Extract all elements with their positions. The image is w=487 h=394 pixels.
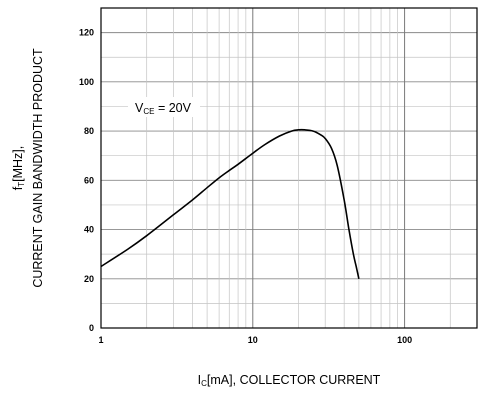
annotation-rest: = 20V bbox=[154, 101, 191, 115]
x-tick-label: 1 bbox=[98, 335, 103, 345]
y-axis-title-sub: T bbox=[17, 182, 26, 187]
tick-labels: 1 10 100 0 20 40 60 80 100 120 bbox=[79, 28, 412, 345]
x-tick-label: 10 bbox=[248, 335, 258, 345]
series-line bbox=[100, 128, 360, 279]
y-tick-label: 0 bbox=[89, 323, 94, 333]
x-axis-title-main: I bbox=[198, 373, 201, 387]
grid bbox=[101, 8, 477, 328]
vce-annotation: VCE = 20V bbox=[128, 97, 200, 117]
y-axis-title-rest: [MHz], bbox=[11, 146, 25, 182]
x-axis-title-sub: C bbox=[201, 379, 207, 388]
y-axis-title-line1: fT[MHz], bbox=[11, 146, 26, 190]
y-axis-title: fT[MHz], CURRENT GAIN BANDWIDTH PRODUCT bbox=[11, 48, 45, 288]
annotation-sub: CE bbox=[143, 107, 154, 116]
y-tick-label: 20 bbox=[84, 274, 94, 284]
x-tick-label: 100 bbox=[397, 335, 412, 345]
x-axis-title: IC[mA], COLLECTOR CURRENT bbox=[198, 373, 381, 388]
y-tick-label: 100 bbox=[79, 77, 94, 87]
y-axis-title-line2: CURRENT GAIN BANDWIDTH PRODUCT bbox=[31, 48, 45, 288]
x-axis-title-rest: [mA], COLLECTOR CURRENT bbox=[207, 373, 381, 387]
y-tick-label: 60 bbox=[84, 175, 94, 185]
plot-frame bbox=[100, 7, 478, 329]
y-tick-label: 120 bbox=[79, 28, 94, 38]
annotation-main: V bbox=[135, 101, 144, 115]
annotation-label: VCE = 20V bbox=[135, 101, 192, 116]
y-tick-label: 80 bbox=[84, 126, 94, 136]
y-axis-title-main: f bbox=[11, 186, 25, 190]
annotation-background bbox=[128, 97, 200, 117]
y-tick-label: 40 bbox=[84, 225, 94, 235]
